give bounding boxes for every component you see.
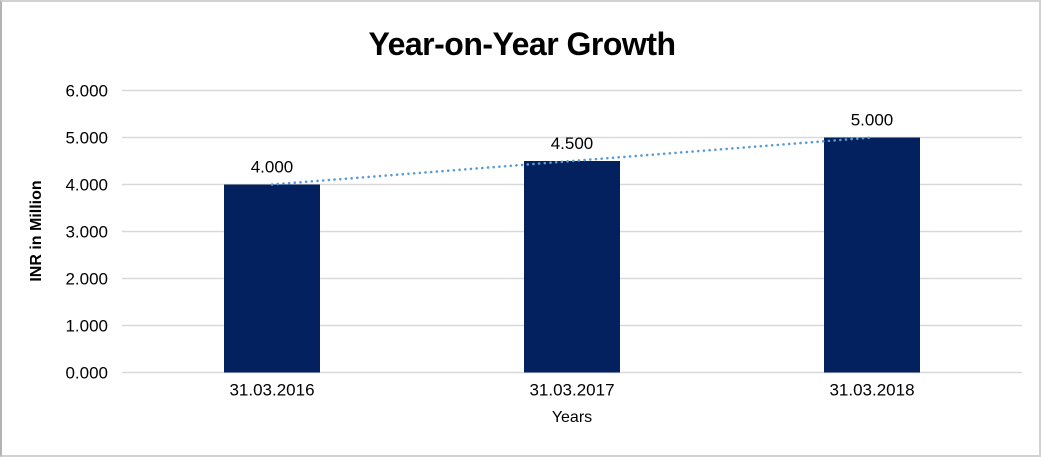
label-layer: 0.000 1.000 2.000 3.000 4.000 5.000 6.000 4.000… bbox=[65, 82, 914, 400]
y-tick-label: 3.000 bbox=[65, 223, 108, 242]
x-axis-title: Years bbox=[552, 409, 592, 426]
y-tick-label: 1.000 bbox=[65, 317, 108, 336]
bar-value-label: 4.500 bbox=[551, 134, 594, 153]
y-tick-label: 2.000 bbox=[65, 270, 108, 289]
y-axis-title: INR in Million bbox=[28, 180, 45, 281]
bar bbox=[224, 184, 320, 373]
bar-value-label: 4.000 bbox=[251, 158, 294, 177]
y-tick-label: 6.000 bbox=[65, 82, 108, 101]
x-tick-label: 31.03.2018 bbox=[829, 381, 914, 400]
y-tick-label: 4.000 bbox=[65, 176, 108, 195]
trendline bbox=[270, 136, 874, 186]
bar-series bbox=[224, 137, 920, 373]
bar bbox=[824, 137, 920, 373]
bar-value-label: 5.000 bbox=[851, 111, 894, 130]
bar bbox=[524, 161, 620, 373]
x-tick-label: 31.03.2016 bbox=[229, 381, 314, 400]
trendline-layer bbox=[270, 136, 874, 186]
x-tick-label: 31.03.2017 bbox=[529, 381, 614, 400]
y-tick-label: 0.000 bbox=[65, 364, 108, 383]
y-tick-label: 5.000 bbox=[65, 129, 108, 148]
chart-title: Year-on-Year Growth bbox=[368, 26, 675, 62]
